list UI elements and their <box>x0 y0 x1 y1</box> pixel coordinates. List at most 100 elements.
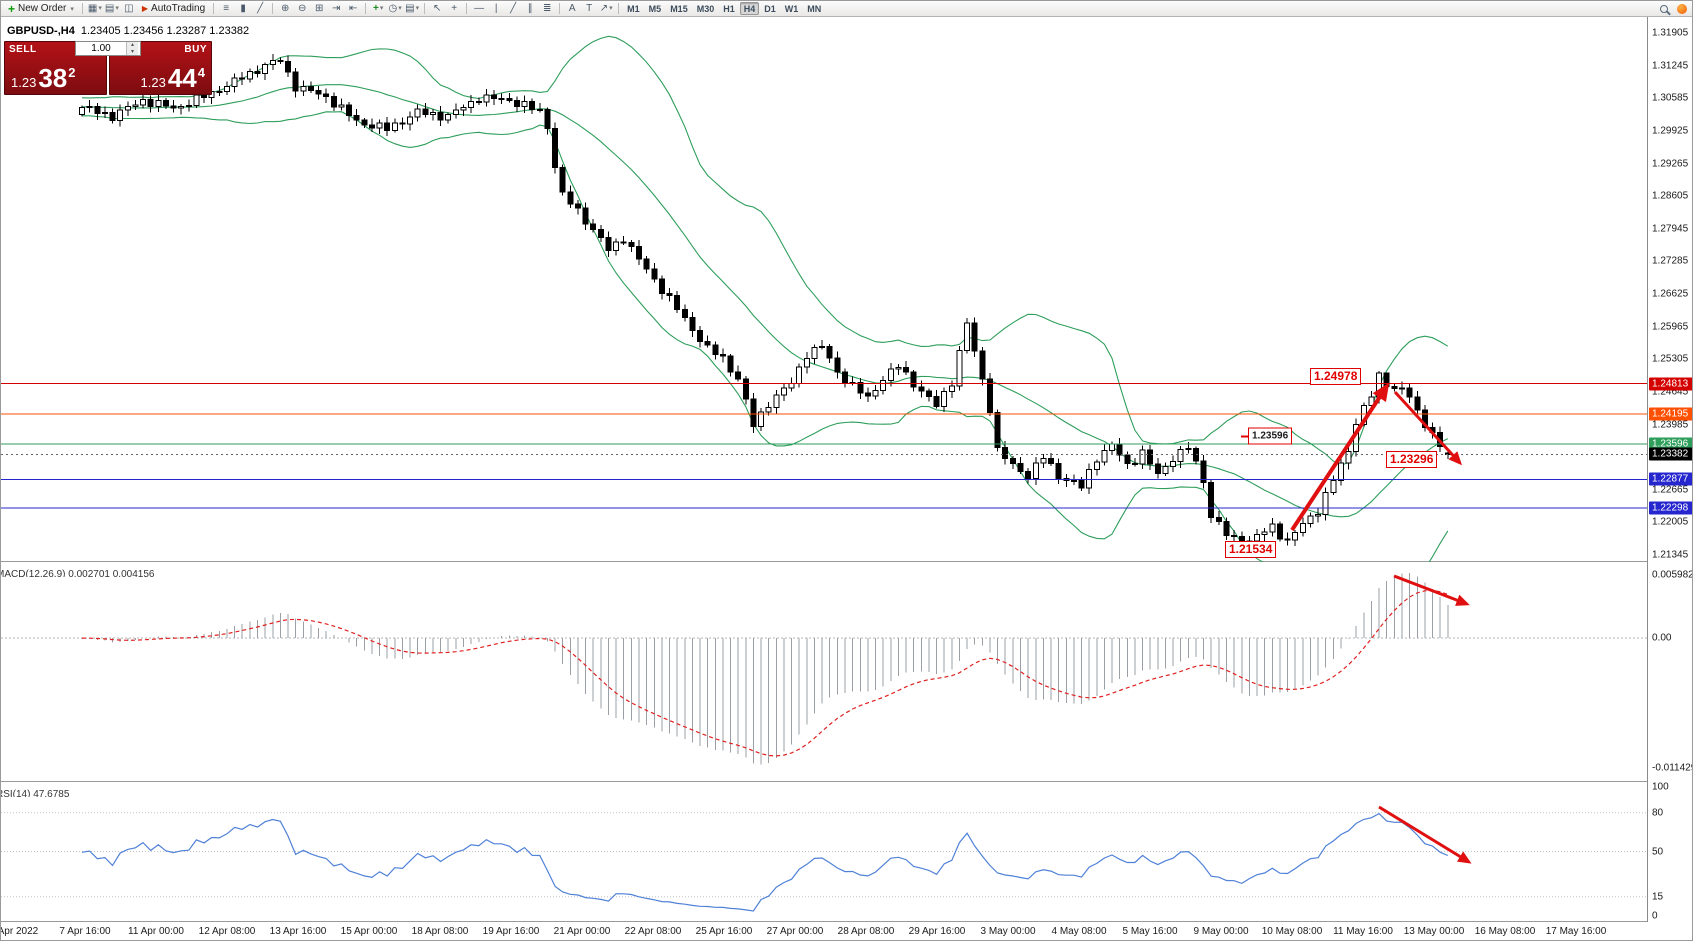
bar-chart-icon[interactable]: ≡ <box>218 2 234 16</box>
line-chart-icon[interactable]: ╱ <box>252 2 268 16</box>
price-tick: 1.28605 <box>1652 190 1689 202</box>
templates-icon[interactable]: ▤ ▾ <box>404 2 420 16</box>
indicators-icon: + <box>372 2 379 14</box>
trend-arrow[interactable] <box>1393 390 1463 466</box>
chart-shift-icon[interactable]: ⇤ <box>345 2 361 16</box>
rsi-panel[interactable]: RSI(14) 47.6785 <box>1 782 1647 922</box>
horizontal-level-lines[interactable] <box>1 383 1647 509</box>
toolbar-separator <box>81 3 83 14</box>
candlestick-chart[interactable] <box>1 17 1647 562</box>
cursor-icon[interactable]: ↖ <box>429 2 445 16</box>
vertical-line-icon: | <box>494 2 498 14</box>
caret-down-icon: ▾ <box>398 5 402 12</box>
text-icon[interactable]: A <box>564 2 580 16</box>
buy-price: 1.23 44 4 <box>140 63 205 93</box>
toolbar-separator <box>559 3 561 14</box>
timeframe-M5[interactable]: M5 <box>648 3 662 14</box>
axis-price-tag-1.22298: 1.22298 <box>1649 501 1692 515</box>
timeframe-M15[interactable]: M15 <box>670 3 688 14</box>
autotrading-button[interactable]: ▶ AutoTrading <box>138 2 209 16</box>
auto-scroll-icon[interactable]: ⇥ <box>328 2 344 16</box>
templates-icon: ▤ <box>405 2 415 14</box>
zoom-in-icon[interactable]: ⊕ <box>277 2 293 16</box>
rsi-axis-label: 50 <box>1652 846 1664 857</box>
toolbar-separator <box>213 3 215 14</box>
caret-down-icon: ▾ <box>70 5 74 13</box>
horizontal-line-icon: — <box>474 2 485 14</box>
horizontal-line-icon[interactable]: — <box>471 2 487 16</box>
search-icon[interactable] <box>1660 4 1668 13</box>
profiles-icon: ▤ <box>104 2 115 14</box>
timeframe-H4[interactable]: H4 <box>739 2 760 15</box>
price-annotation-1.24978[interactable]: 1.24978 <box>1310 368 1362 385</box>
axis-price-tag-1.24813: 1.24813 <box>1649 377 1692 391</box>
indicators-icon[interactable]: + ▾ <box>370 2 386 16</box>
charts-grid-icon[interactable]: ▦ ▾ <box>87 2 103 16</box>
volume-control[interactable]: ▴ ▾ <box>75 41 141 56</box>
new-order-button[interactable]: + New Order ▾ <box>4 2 78 16</box>
time-axis-label: 11 Apr 00:00 <box>128 926 184 937</box>
timeframe-D1[interactable]: D1 <box>764 3 776 14</box>
crosshair-icon[interactable]: + <box>446 2 462 16</box>
fibonacci-icon[interactable]: ≣ <box>539 2 555 16</box>
time-axis-label: 27 Apr 00:00 <box>766 926 824 937</box>
rsi-label: RSI(14) 47.6785 <box>1 789 70 797</box>
candles <box>79 53 1451 551</box>
caret-down-icon: ▾ <box>415 5 420 12</box>
price-chart-panel[interactable]: GBPUSD-,H4 1.23405 1.23456 1.23287 1.2338… <box>1 17 1647 562</box>
chart-shift-icon: ⇤ <box>348 2 358 14</box>
text-icon: A <box>568 2 576 14</box>
price-tick: 1.31905 <box>1652 27 1689 39</box>
price-tick: 1.25965 <box>1652 321 1689 333</box>
zoom-out-icon[interactable]: ⊖ <box>294 2 310 16</box>
ohlc-values: 1.23405 1.23456 1.23287 1.23382 <box>80 25 250 37</box>
rsi-axis-label: 100 <box>1652 781 1669 793</box>
trend-arrow[interactable] <box>1393 574 1470 606</box>
community-icon[interactable] <box>1677 3 1687 14</box>
shapes-icon[interactable]: ↗ ▾ <box>598 2 614 16</box>
rsi-chart[interactable] <box>1 782 1647 922</box>
periods-icon[interactable]: ◷ ▾ <box>387 2 403 16</box>
trend-arrow[interactable] <box>1378 805 1472 864</box>
timeframe-M1[interactable]: M1 <box>627 3 640 14</box>
buy-button[interactable]: BUY 1.23 44 4 <box>109 41 212 95</box>
trendline-icon[interactable]: ╱ <box>505 2 521 16</box>
timeframe-MN[interactable]: MN <box>807 3 822 14</box>
candlestick-chart-icon[interactable]: ▮ <box>235 2 251 16</box>
volume-input[interactable] <box>76 42 126 55</box>
channel-icon[interactable]: ∥ <box>522 2 538 16</box>
trendline-icon: ╱ <box>510 2 517 14</box>
price-tick: 1.30585 <box>1652 92 1689 104</box>
time-axis-label: 13 May 00:00 <box>1403 926 1465 937</box>
line-chart-icon: ╱ <box>257 2 264 14</box>
time-axis-label: 12 Apr 08:00 <box>198 926 256 937</box>
time-axis-label: 17 May 16:00 <box>1545 926 1607 937</box>
text-label-icon[interactable]: T <box>581 2 597 16</box>
timeframe-H1[interactable]: H1 <box>723 3 735 14</box>
macd-panel[interactable]: MACD(12,26,9) 0.002701 0.004156 <box>1 562 1647 782</box>
volume-down-button[interactable]: ▾ <box>127 48 138 55</box>
data-window-icon[interactable]: ◫ <box>121 2 137 16</box>
vertical-line-icon[interactable]: | <box>488 2 504 16</box>
profiles-icon[interactable]: ▤ ▾ <box>104 2 120 16</box>
timeframe-W1[interactable]: W1 <box>784 3 799 14</box>
axis-price-tag-1.23596: 1.23596 <box>1649 437 1692 451</box>
price-annotation-1.21534[interactable]: 1.21534 <box>1225 541 1277 558</box>
price-annotation-1.23596[interactable]: 1.23596 <box>1240 427 1293 445</box>
timeframe-M30[interactable]: M30 <box>696 3 715 14</box>
time-axis-label: 22 Apr 08:00 <box>624 926 682 937</box>
trend-arrow[interactable] <box>1290 382 1390 532</box>
macd-chart[interactable] <box>1 562 1647 782</box>
rsi-axis-label: 15 <box>1652 891 1664 903</box>
volume-spinner[interactable]: ▴ ▾ <box>126 42 138 55</box>
tile-windows-icon[interactable]: ⊞ <box>311 2 327 16</box>
chart-title: GBPUSD-,H4 1.23405 1.23456 1.23287 1.2338… <box>7 25 249 37</box>
macd-label: MACD(12,26,9) 0.002701 0.004156 <box>1 569 155 577</box>
macd-signal-line <box>81 589 1448 757</box>
shapes-icon: ↗ <box>599 2 609 14</box>
crosshair-icon: + <box>451 2 458 14</box>
volume-up-button[interactable]: ▴ <box>127 42 138 49</box>
tile-windows-icon: ⊞ <box>314 2 324 14</box>
price-annotation-1.23296[interactable]: 1.23296 <box>1386 451 1438 468</box>
